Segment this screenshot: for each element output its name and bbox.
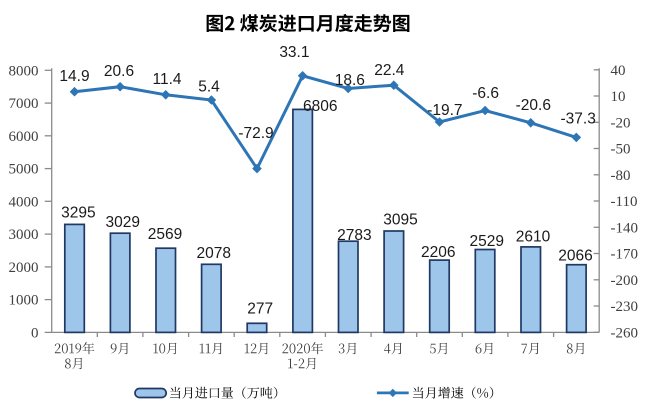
svg-text:5000: 5000 [9,162,39,178]
svg-text:3000: 3000 [9,227,39,243]
svg-text:11.4: 11.4 [152,71,181,88]
svg-text:33.1: 33.1 [279,44,309,61]
svg-text:-260: -260 [611,325,639,341]
svg-text:18.6: 18.6 [335,72,365,89]
svg-text:2206: 2206 [421,244,455,261]
svg-text:2610: 2610 [516,229,551,246]
svg-text:-6.6: -6.6 [472,85,499,102]
svg-text:-80: -80 [611,168,631,184]
svg-text:3095: 3095 [383,212,417,229]
svg-text:14.9: 14.9 [59,68,89,85]
svg-text:0: 0 [31,325,39,341]
svg-text:2569: 2569 [148,226,182,243]
svg-text:-230: -230 [611,299,639,315]
svg-text:-170: -170 [611,247,639,263]
svg-text:-20: -20 [611,115,631,131]
svg-text:7000: 7000 [9,96,39,112]
svg-text:8000: 8000 [9,63,39,79]
svg-text:5.4: 5.4 [198,79,220,96]
svg-text:2066: 2066 [558,248,592,265]
svg-text:-37.3: -37.3 [561,111,596,128]
svg-text:-200: -200 [611,273,639,289]
svg-text:2783: 2783 [337,227,371,244]
svg-text:2000: 2000 [9,260,39,276]
svg-text:4000: 4000 [9,194,39,210]
svg-text:40: 40 [611,63,626,79]
svg-text:-72.9: -72.9 [238,125,273,142]
svg-text:20.6: 20.6 [104,63,134,80]
svg-text:22.4: 22.4 [374,62,405,79]
svg-text:-110: -110 [611,194,638,210]
svg-text:3295: 3295 [61,205,95,222]
svg-text:2529: 2529 [469,233,503,250]
svg-text:6806: 6806 [303,98,337,115]
svg-text:277: 277 [247,301,273,318]
svg-text:6000: 6000 [9,129,39,145]
svg-text:-140: -140 [611,220,639,236]
svg-text:-20.6: -20.6 [516,97,551,114]
svg-text:-19.7: -19.7 [427,102,462,119]
svg-text:10: 10 [611,89,626,105]
svg-text:-50: -50 [611,142,631,158]
svg-text:2078: 2078 [196,245,230,262]
svg-text:3029: 3029 [106,214,140,231]
svg-text:1000: 1000 [9,293,39,309]
